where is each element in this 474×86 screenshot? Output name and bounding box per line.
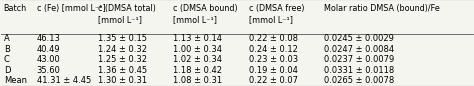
- Text: 35.60: 35.60: [36, 66, 61, 75]
- Text: 0.0245 ± 0.0029: 0.0245 ± 0.0029: [324, 34, 394, 43]
- Text: c (Fe) [mmol L⁻¹]: c (Fe) [mmol L⁻¹]: [36, 4, 106, 13]
- Text: c (DMSA bound)
[mmol L⁻¹]: c (DMSA bound) [mmol L⁻¹]: [173, 4, 238, 25]
- Text: 1.35 ± 0.15: 1.35 ± 0.15: [98, 34, 147, 43]
- Text: 0.0237 ± 0.0079: 0.0237 ± 0.0079: [324, 55, 394, 64]
- Text: C: C: [4, 55, 9, 64]
- Text: D: D: [4, 66, 10, 75]
- Text: A: A: [4, 34, 9, 43]
- Text: 1.36 ± 0.45: 1.36 ± 0.45: [98, 66, 147, 75]
- Text: c (DMSA free)
[mmol L⁻¹]: c (DMSA free) [mmol L⁻¹]: [249, 4, 304, 25]
- Text: 1.30 ± 0.31: 1.30 ± 0.31: [98, 76, 147, 85]
- Text: 0.24 ± 0.12: 0.24 ± 0.12: [249, 45, 298, 54]
- Text: 1.02 ± 0.34: 1.02 ± 0.34: [173, 55, 222, 64]
- Text: 1.18 ± 0.42: 1.18 ± 0.42: [173, 66, 222, 75]
- Text: Batch: Batch: [4, 4, 27, 13]
- Text: c (DMSA total)
[mmol L⁻¹]: c (DMSA total) [mmol L⁻¹]: [98, 4, 156, 25]
- Text: 0.23 ± 0.03: 0.23 ± 0.03: [249, 55, 298, 64]
- Text: 1.24 ± 0.32: 1.24 ± 0.32: [98, 45, 147, 54]
- Text: B: B: [4, 45, 9, 54]
- Text: Molar ratio DMSA (bound)/Fe: Molar ratio DMSA (bound)/Fe: [324, 4, 440, 13]
- Text: 1.08 ± 0.31: 1.08 ± 0.31: [173, 76, 222, 85]
- Text: 0.0265 ± 0.0078: 0.0265 ± 0.0078: [324, 76, 394, 85]
- Text: 0.22 ± 0.08: 0.22 ± 0.08: [249, 34, 298, 43]
- Text: 43.00: 43.00: [36, 55, 61, 64]
- Text: 1.13 ± 0.14: 1.13 ± 0.14: [173, 34, 222, 43]
- Text: 40.49: 40.49: [36, 45, 60, 54]
- Text: 0.22 ± 0.07: 0.22 ± 0.07: [249, 76, 298, 85]
- Text: 41.31 ± 4.45: 41.31 ± 4.45: [36, 76, 91, 85]
- Text: 46.13: 46.13: [36, 34, 61, 43]
- Text: 1.00 ± 0.34: 1.00 ± 0.34: [173, 45, 222, 54]
- Text: 0.0247 ± 0.0084: 0.0247 ± 0.0084: [324, 45, 394, 54]
- Text: Mean: Mean: [4, 76, 27, 85]
- Text: 1.25 ± 0.32: 1.25 ± 0.32: [98, 55, 147, 64]
- Text: 0.0331 ± 0.0118: 0.0331 ± 0.0118: [324, 66, 394, 75]
- Text: 0.19 ± 0.04: 0.19 ± 0.04: [249, 66, 298, 75]
